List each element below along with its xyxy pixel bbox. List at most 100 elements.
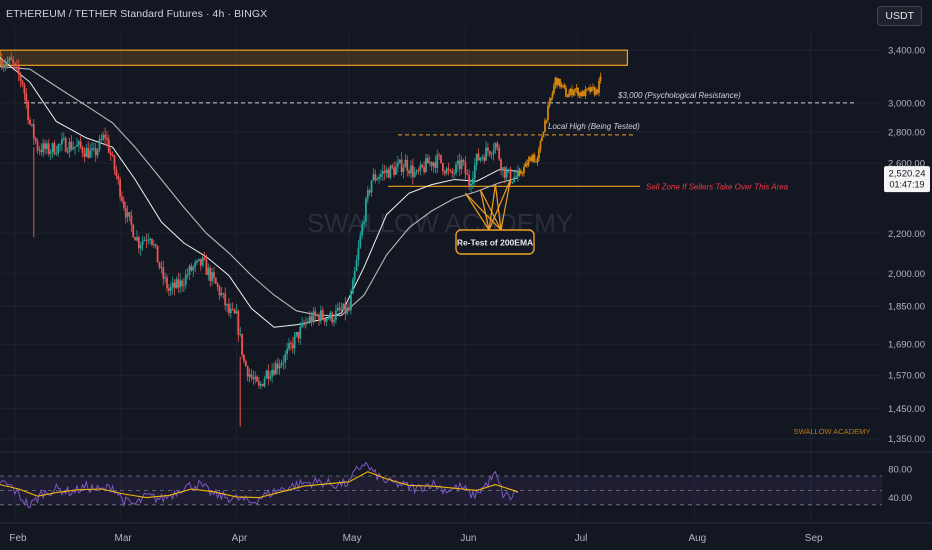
candle-body bbox=[136, 237, 138, 241]
retest-pointer bbox=[488, 179, 511, 231]
candle-body bbox=[284, 354, 287, 363]
candle-body bbox=[166, 277, 168, 289]
candle-body bbox=[34, 137, 37, 142]
candle-body bbox=[143, 239, 146, 241]
candle-body bbox=[507, 169, 510, 171]
candle-body bbox=[248, 374, 251, 377]
candle-body bbox=[98, 139, 101, 150]
candle-body bbox=[344, 303, 347, 314]
time-tick-label: Aug bbox=[688, 533, 706, 544]
candle-body bbox=[209, 267, 212, 282]
candle-body bbox=[235, 311, 238, 314]
candle-body bbox=[376, 178, 379, 181]
candle-body bbox=[17, 66, 20, 75]
candle-body bbox=[385, 169, 388, 173]
price-tick-label: 2,800.00 bbox=[888, 127, 925, 138]
candle-body bbox=[126, 212, 129, 218]
candle-body bbox=[325, 318, 328, 322]
candle-body bbox=[494, 143, 497, 151]
time-tick-label: Mar bbox=[114, 533, 132, 544]
time-tick-label: Jun bbox=[460, 533, 476, 544]
candle-body bbox=[389, 165, 392, 178]
candle-body bbox=[152, 244, 155, 245]
candle-body bbox=[164, 277, 167, 279]
candle-body bbox=[269, 376, 272, 379]
candle-body bbox=[363, 221, 365, 225]
rsi-ma-line bbox=[0, 471, 519, 499]
candle-body bbox=[396, 162, 399, 167]
candle-body bbox=[76, 144, 78, 147]
candle-body bbox=[441, 162, 444, 172]
candle-body bbox=[447, 168, 450, 171]
candle-body bbox=[503, 167, 506, 178]
projection-candle bbox=[532, 154, 534, 162]
candle-body bbox=[496, 143, 499, 148]
projection-candle bbox=[536, 158, 539, 163]
projection-candle bbox=[538, 149, 540, 159]
candle-body bbox=[173, 282, 176, 289]
retest-pointer bbox=[479, 189, 502, 231]
symbol-title[interactable]: ETHEREUM / TETHER Standard Futures · 4h … bbox=[6, 8, 268, 20]
retest-pointer bbox=[479, 189, 490, 231]
candle-body bbox=[229, 308, 232, 314]
candle-body bbox=[94, 148, 97, 156]
candle-body bbox=[115, 169, 118, 176]
candle-body bbox=[395, 166, 397, 175]
candle-body bbox=[440, 154, 442, 163]
candle-body bbox=[89, 150, 91, 158]
candle-body bbox=[335, 310, 337, 320]
projection-candle bbox=[542, 131, 545, 138]
candle-body bbox=[513, 176, 516, 182]
candle-body bbox=[36, 141, 39, 151]
candle-body bbox=[194, 262, 197, 267]
candle-body bbox=[498, 147, 501, 160]
candle-body bbox=[423, 167, 426, 173]
candle-body bbox=[224, 293, 227, 306]
candle-body bbox=[338, 307, 341, 311]
projection-candle bbox=[533, 154, 536, 162]
candle-body bbox=[372, 174, 375, 181]
candle-body bbox=[149, 238, 152, 241]
candle-body bbox=[321, 310, 324, 319]
candle-body bbox=[62, 138, 65, 140]
candle-body bbox=[72, 147, 75, 150]
projection-candle bbox=[556, 77, 558, 86]
candle-body bbox=[490, 153, 493, 155]
candle-body bbox=[301, 323, 304, 327]
candle-body bbox=[331, 312, 334, 323]
candle-body bbox=[383, 171, 386, 173]
candle-body bbox=[511, 181, 514, 183]
projection-candle bbox=[530, 157, 533, 162]
projection-candle bbox=[581, 91, 584, 97]
candle-body bbox=[282, 362, 285, 364]
price-tick-label: 1,850.00 bbox=[888, 302, 925, 313]
candle-body bbox=[222, 293, 225, 294]
candle-body bbox=[297, 332, 300, 339]
candle-body bbox=[398, 159, 401, 163]
currency-button[interactable]: USDT bbox=[877, 6, 922, 26]
candle-body bbox=[102, 134, 105, 140]
candle-body bbox=[241, 333, 243, 355]
projection-candle bbox=[571, 89, 573, 96]
candle-body bbox=[27, 101, 30, 121]
candle-body bbox=[141, 240, 144, 246]
candle-body bbox=[23, 84, 26, 94]
candle-body bbox=[258, 381, 260, 386]
candle-body bbox=[312, 311, 315, 323]
candle-body bbox=[475, 153, 478, 165]
candle-body bbox=[226, 304, 228, 306]
candle-body bbox=[252, 377, 255, 379]
time-tick-label: May bbox=[343, 533, 362, 544]
candle-body bbox=[278, 365, 281, 369]
local-high-label: Local High (Being Tested) bbox=[548, 122, 640, 131]
candle-body bbox=[280, 362, 283, 366]
candle-body bbox=[81, 147, 84, 154]
projection-candle bbox=[598, 80, 600, 93]
candle-body bbox=[130, 215, 133, 225]
candle-body bbox=[190, 266, 193, 271]
candle-body bbox=[267, 370, 270, 379]
rsi-line bbox=[0, 461, 519, 509]
candle-body bbox=[419, 164, 422, 172]
candle-body bbox=[92, 148, 95, 150]
